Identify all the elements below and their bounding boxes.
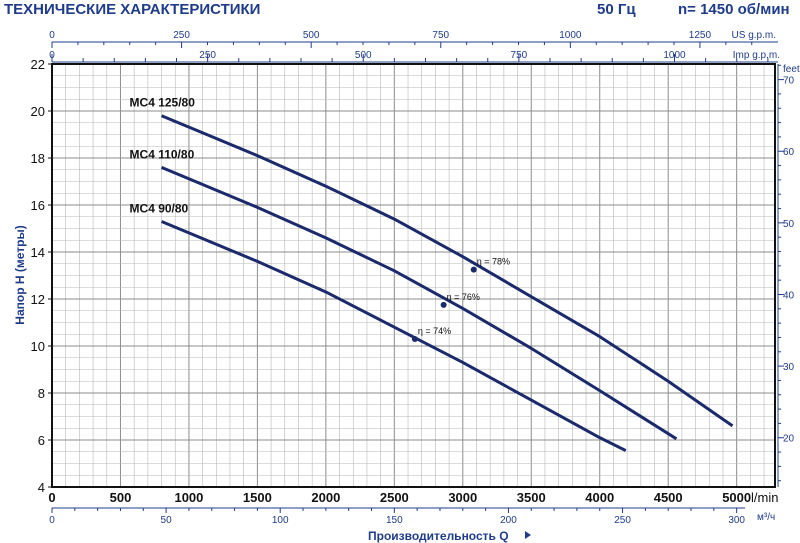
imp-gpm-tick-label: 1000	[663, 50, 686, 61]
series-line-2	[160, 220, 627, 452]
y-tick-label: 12	[31, 292, 45, 307]
feet-unit: feet	[783, 64, 800, 75]
plot-frame	[51, 63, 776, 488]
x-axis-arrow-icon	[525, 531, 531, 539]
imp-gpm-unit: Imp g.p.m.	[733, 50, 780, 61]
feet-tick-label: 40	[783, 290, 795, 301]
y-tick-label: 22	[31, 57, 45, 72]
imp-gpm-tick-label: 750	[511, 50, 528, 61]
y-tick-label: 14	[31, 245, 45, 260]
page-title: ТЕХНИЧЕСКИЕ ХАРАКТЕРИСТИКИ	[4, 1, 260, 18]
imp-gpm-tick-label: 0	[49, 50, 55, 61]
x-tick-label: 4500	[654, 490, 683, 505]
m3h-unit: м³/ч	[757, 512, 775, 523]
series-label-0: MC4 125/80	[130, 96, 196, 110]
series-line-0	[160, 114, 734, 428]
us-gpm-unit: US g.p.m.	[732, 30, 776, 41]
us-gpm-tick-label: 0	[49, 30, 55, 41]
feet-tick-label: 20	[783, 434, 795, 445]
x-tick-label: 1000	[174, 490, 203, 505]
y-tick-label: 8	[38, 386, 45, 401]
x-tick-label: 500	[110, 490, 132, 505]
m3h-axis: м³/ч	[52, 507, 775, 523]
speed-label: n= 1450 об/мин	[678, 1, 790, 18]
m3h-tick-label: 250	[614, 515, 631, 526]
us-gpm-tick-label: 500	[303, 30, 320, 41]
us-gpm-tick-label: 1250	[689, 30, 712, 41]
x-tick-label: 2500	[380, 490, 409, 505]
x-tick-label: 5000	[722, 490, 751, 505]
y-tick-label: 6	[38, 433, 45, 448]
x-tick-label: 1500	[243, 490, 272, 505]
x-tick-label: 4000	[585, 490, 614, 505]
feet-tick-label: 50	[783, 219, 795, 230]
lmin-unit: l/min	[751, 490, 778, 505]
series-label-2: MC4 90/80	[130, 201, 189, 215]
efficiency-point-2	[411, 335, 418, 342]
m3h-tick-label: 300	[728, 515, 745, 526]
feet-tick-label: 60	[783, 147, 795, 158]
y-axis-label: Напор Н (метры)	[13, 225, 27, 324]
y-tick-label: 18	[31, 151, 45, 166]
frequency-label: 50 Гц	[597, 1, 636, 18]
efficiency-point-0	[470, 266, 477, 273]
efficiency-label-1: η = 76%	[447, 292, 480, 302]
curves: MC4 125/80 η = 78% MC4 110/80 η = 76% MC4 90…	[130, 96, 734, 452]
x-tick-label: 3000	[448, 490, 477, 505]
efficiency-label-0: η = 78%	[477, 257, 510, 267]
imp-gpm-tick-label: 500	[355, 50, 372, 61]
m3h-tick-label: 50	[161, 515, 173, 526]
y-tick-label: 20	[31, 104, 45, 119]
m3h-tick-label: 100	[272, 515, 289, 526]
feet-axis: feet	[777, 64, 800, 487]
y-tick-label: 10	[31, 339, 45, 354]
imp-gpm-tick-label: 250	[199, 50, 216, 61]
x-tick-label: 2000	[311, 490, 340, 505]
feet-tick-label: 30	[783, 362, 795, 373]
m3h-tick-label: 200	[500, 515, 517, 526]
x-axis-label: Производительность Q	[368, 529, 509, 543]
m3h-tick-label: 0	[49, 515, 55, 526]
feet-tick-label: 70	[783, 76, 795, 87]
y-tick-label: 4	[38, 480, 45, 495]
us-gpm-tick-label: 1000	[559, 30, 582, 41]
us-gpm-tick-label: 250	[173, 30, 190, 41]
x-tick-label: 3500	[517, 490, 546, 505]
series-line-1	[160, 166, 678, 441]
chart-grid	[52, 64, 775, 487]
efficiency-label-2: η = 74%	[418, 326, 451, 336]
x-tick-label: 0	[48, 490, 55, 505]
series-label-1: MC4 110/80	[130, 147, 195, 161]
m3h-tick-label: 150	[386, 515, 403, 526]
us-gpm-tick-label: 750	[432, 30, 449, 41]
y-tick-label: 16	[31, 198, 45, 213]
efficiency-point-1	[440, 301, 447, 308]
